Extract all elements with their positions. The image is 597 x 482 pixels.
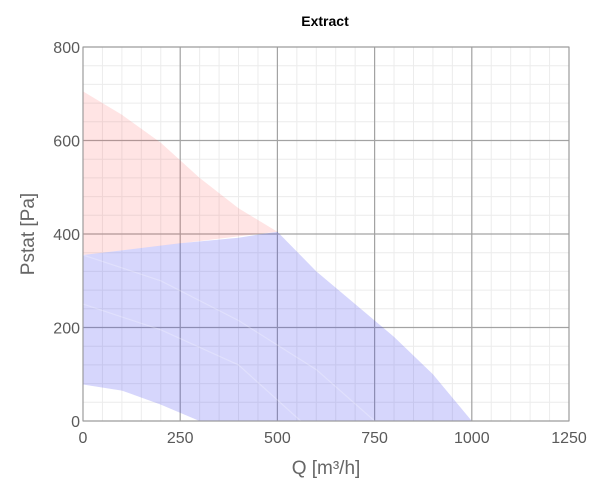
y-tick-label: 600 [53, 134, 80, 151]
x-tick-label: 500 [264, 430, 291, 447]
x-tick-label: 1000 [454, 430, 490, 447]
chart-title: Extract [301, 13, 349, 29]
y-axis-label: Pstat [Pa] [18, 193, 39, 275]
y-tick-label: 800 [53, 40, 80, 57]
y-tick-label: 200 [53, 321, 80, 338]
y-tick-label: 400 [53, 227, 80, 244]
y-tick-labels: 0 200 400 600 800 [53, 40, 80, 431]
y-tick-label: 0 [71, 414, 80, 431]
x-tick-label: 1250 [551, 430, 587, 447]
plot-area [83, 47, 569, 421]
x-axis-label: Q [m³/h] [292, 458, 361, 479]
x-tick-label: 250 [167, 430, 194, 447]
x-tick-label: 0 [79, 430, 88, 447]
x-tick-label: 750 [361, 430, 388, 447]
x-tick-labels: 0 250 500 750 1000 1250 [79, 430, 587, 447]
